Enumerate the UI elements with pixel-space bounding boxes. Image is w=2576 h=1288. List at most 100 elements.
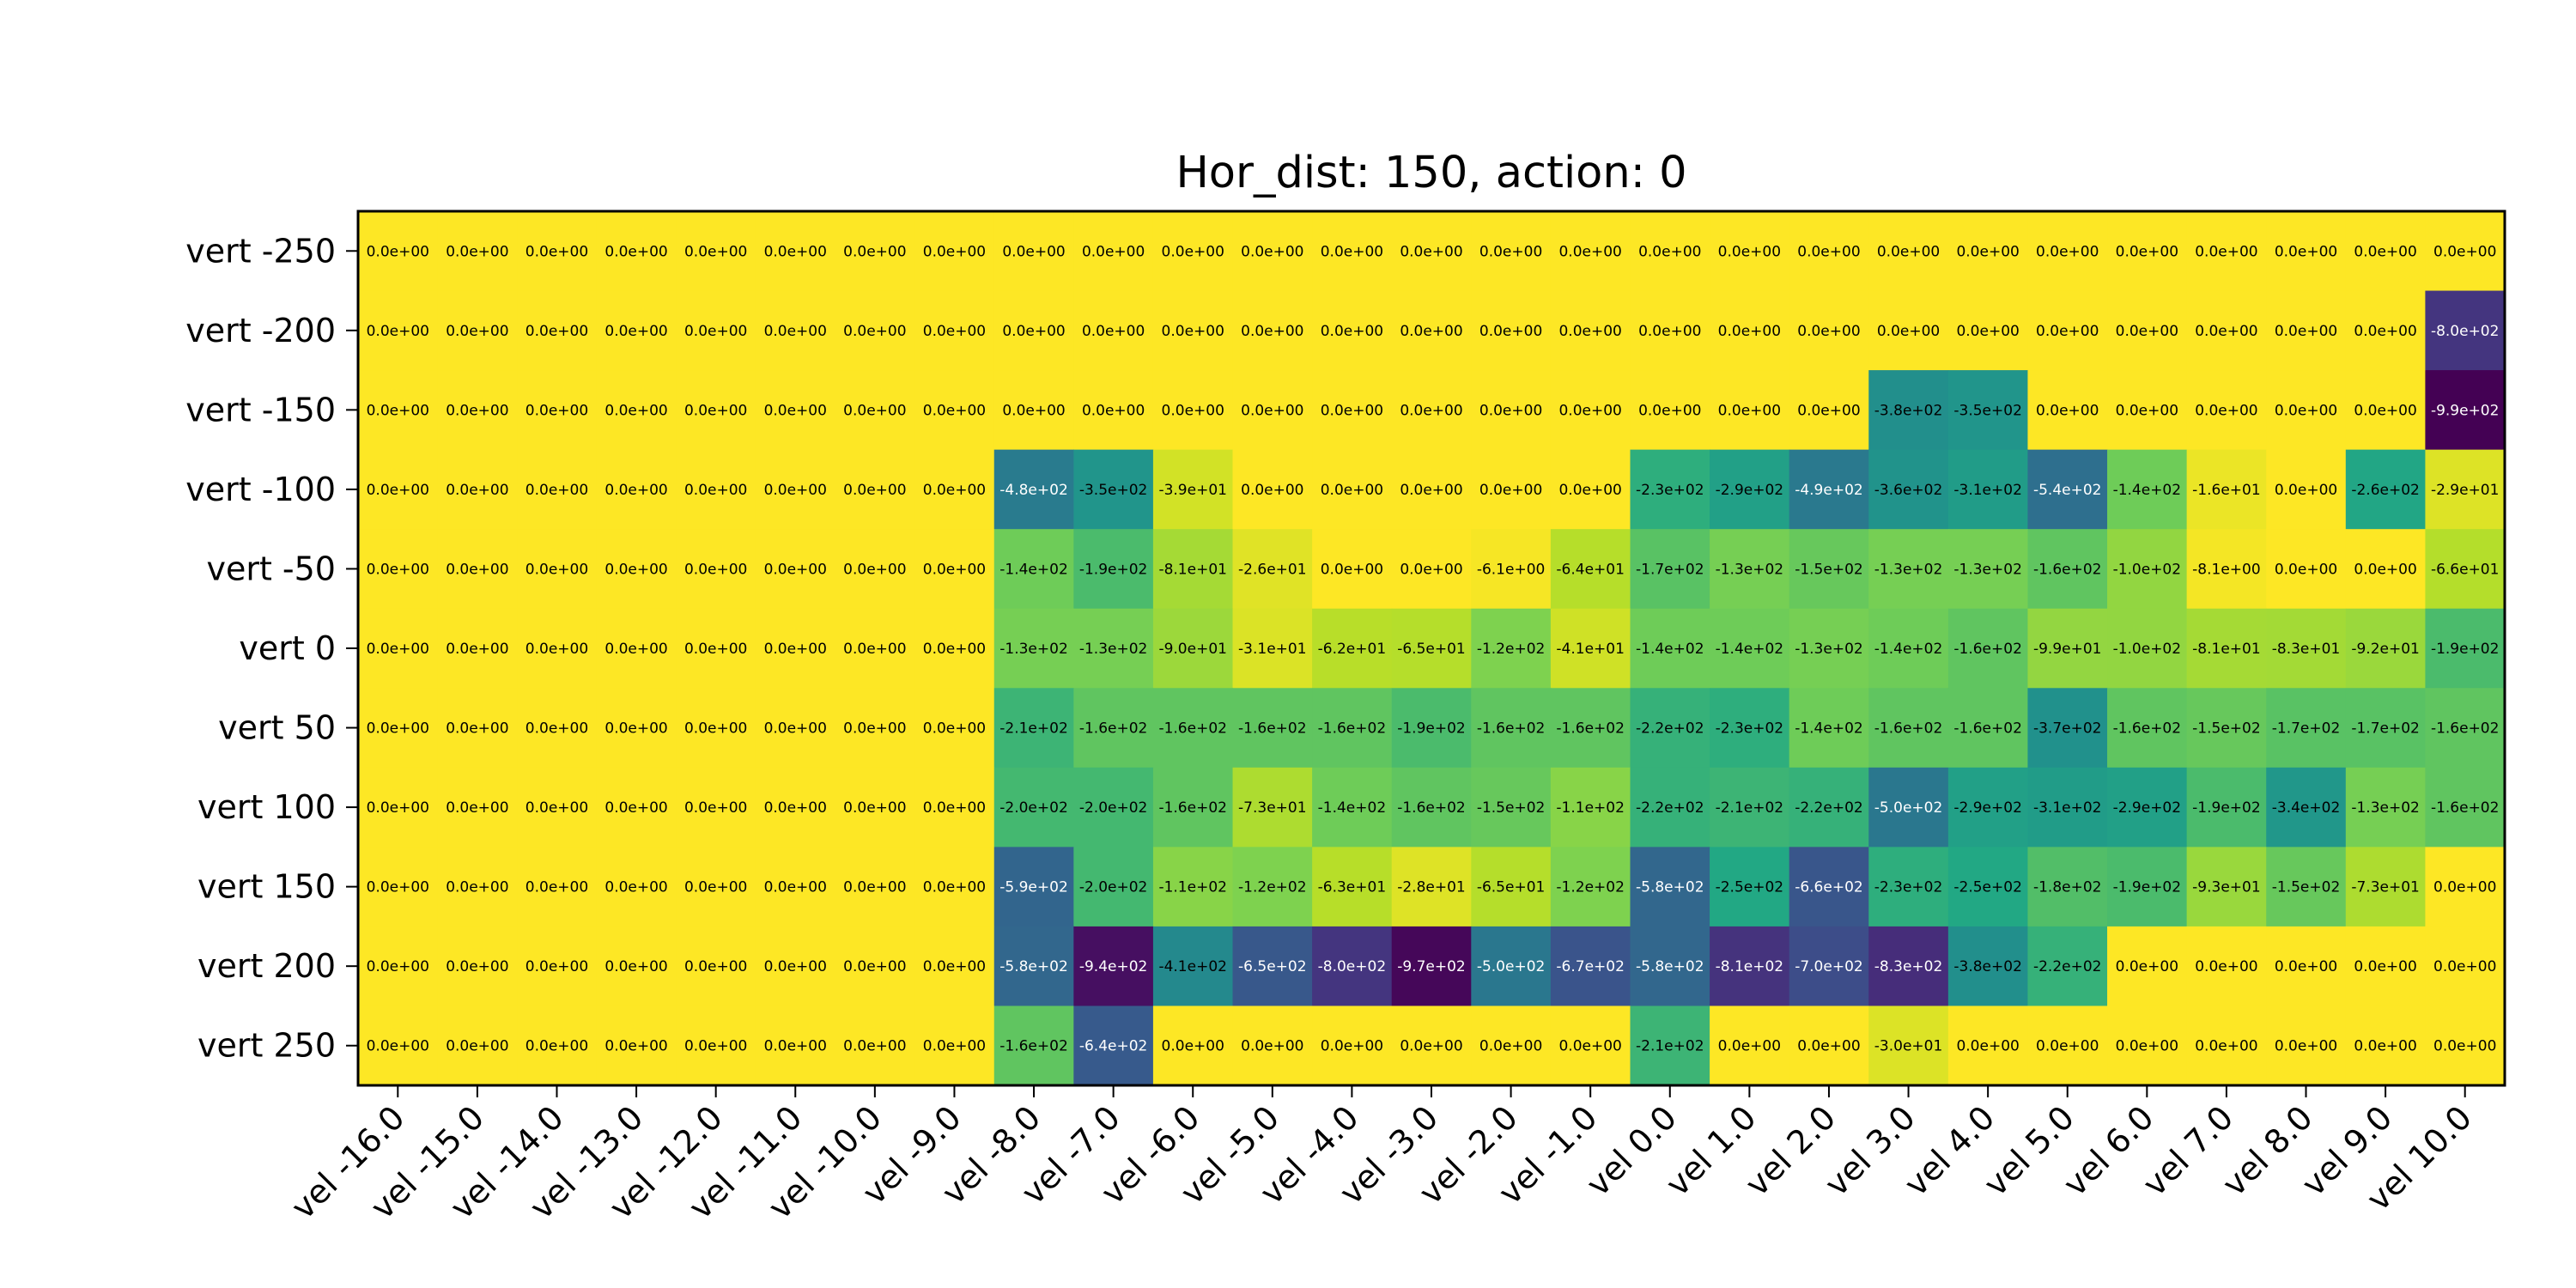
heatmap-cell: [755, 449, 836, 530]
cell-value-label: -3.7e+02: [2033, 720, 2102, 738]
cell-value-label: 0.0e+00: [684, 641, 747, 658]
heatmap-cell: [517, 1005, 598, 1086]
cell-value-label: -6.7e+02: [1556, 958, 1625, 975]
heatmap-cell: [517, 767, 598, 848]
cell-value-label: -1.5e+02: [2192, 720, 2261, 738]
cell-value-label: -2.8e+01: [1397, 879, 1466, 896]
cell-value-label: 0.0e+00: [526, 323, 588, 340]
cell-value-label: 0.0e+00: [764, 720, 827, 738]
cell-value-label: 0.0e+00: [2433, 958, 2496, 975]
heatmap-cell: [755, 926, 836, 1006]
heatmap-cell: [1471, 926, 1552, 1006]
cell-value-label: -2.2e+02: [1636, 799, 1704, 817]
heatmap-cell: [993, 211, 1074, 292]
cell-value-label: 0.0e+00: [1558, 243, 1621, 260]
heatmap-cell: [1868, 211, 1949, 292]
heatmap-cell: [1947, 847, 2028, 927]
cell-value-label: 0.0e+00: [843, 1038, 906, 1055]
cell-value-label: -1.2e+02: [1556, 879, 1625, 896]
x-tick-label: vel 1.0: [1658, 1098, 1763, 1203]
heatmap-cell: [1550, 688, 1631, 769]
heatmap-cell: [358, 529, 439, 610]
heatmap-cell: [1152, 608, 1234, 689]
cell-value-label: -4.9e+02: [1795, 482, 1863, 499]
cell-value-label: -6.6e+01: [2431, 561, 2500, 578]
heatmap-cell: [1947, 529, 2028, 610]
heatmap-cell: [993, 847, 1074, 927]
cell-value-label: -1.3e+02: [1716, 561, 1784, 578]
cell-value-label: 0.0e+00: [446, 958, 508, 975]
heatmap-cell: [2266, 529, 2347, 610]
heatmap-cell: [1550, 608, 1631, 689]
cell-value-label: 0.0e+00: [843, 482, 906, 499]
heatmap-cell: [358, 290, 439, 371]
cell-value-label: 0.0e+00: [923, 402, 986, 419]
cell-value-label: -3.1e+01: [1238, 641, 1307, 658]
heatmap-cell: [835, 370, 915, 451]
cell-value-label: 0.0e+00: [1321, 561, 1383, 578]
cell-value-label: 0.0e+00: [2275, 958, 2337, 975]
cell-value-label: 0.0e+00: [446, 641, 508, 658]
cell-value-label: 0.0e+00: [1479, 482, 1542, 499]
cell-value-label: 0.0e+00: [1797, 402, 1860, 419]
cell-value-label: 0.0e+00: [605, 323, 667, 340]
heatmap-cell: [517, 688, 598, 769]
cell-value-label: 0.0e+00: [446, 243, 508, 260]
heatmap-cell: [1232, 767, 1313, 848]
cell-value-label: -1.1e+02: [1556, 799, 1625, 817]
cell-value-label: 0.0e+00: [2195, 1038, 2257, 1055]
heatmap-cell: [1232, 847, 1313, 927]
heatmap-cell: [1073, 290, 1154, 371]
heatmap-cell: [2027, 767, 2108, 848]
cell-value-label: 0.0e+00: [1558, 1038, 1621, 1055]
heatmap-cell: [358, 370, 439, 451]
heatmap-cell: [835, 847, 915, 927]
cell-value-label: 0.0e+00: [843, 561, 906, 578]
heatmap-cell: [676, 608, 756, 689]
cell-value-label: -1.6e+02: [1874, 720, 1943, 738]
heatmap-cell: [437, 211, 518, 292]
cell-value-label: -6.5e+02: [1238, 958, 1307, 975]
cell-value-label: -4.1e+01: [1556, 641, 1625, 658]
heatmap-cell: [2027, 847, 2108, 927]
cell-value-label: 0.0e+00: [1479, 243, 1542, 260]
cell-value-label: 0.0e+00: [1479, 323, 1542, 340]
heatmap-cell: [993, 608, 1074, 689]
heatmap-cell: [1471, 608, 1552, 689]
heatmap-cell: [1789, 370, 1869, 451]
cell-value-label: 0.0e+00: [1479, 1038, 1542, 1055]
heatmap-cell: [437, 449, 518, 530]
heatmap-cell: [358, 688, 439, 769]
heatmap-cell: [914, 767, 995, 848]
cell-value-label: -1.6e+02: [2033, 561, 2102, 578]
cell-value-label: -1.6e+02: [1158, 799, 1227, 817]
cell-value-label: -1.9e+02: [1079, 561, 1148, 578]
heatmap-cell: [914, 608, 995, 689]
heatmap-cell: [2027, 1005, 2108, 1086]
cell-value-label: 0.0e+00: [367, 1038, 429, 1055]
cell-value-label: 0.0e+00: [2116, 402, 2178, 419]
heatmap-cell: [1391, 608, 1472, 689]
cell-value-label: 0.0e+00: [684, 323, 747, 340]
heatmap-cell: [993, 1005, 1074, 1086]
heatmap-cell: [1710, 449, 1790, 530]
y-tick-label: vert 50: [218, 709, 336, 747]
cell-value-label: 0.0e+00: [446, 323, 508, 340]
heatmap-cell: [1947, 211, 2028, 292]
heatmap-cell: [437, 1005, 518, 1086]
heatmap-cell: [596, 767, 677, 848]
cell-value-label: 0.0e+00: [1162, 402, 1224, 419]
cell-value-label: 0.0e+00: [1479, 402, 1542, 419]
cell-value-label: 0.0e+00: [605, 720, 667, 738]
cell-value-label: -8.1e+02: [1716, 958, 1784, 975]
cell-value-label: 0.0e+00: [1400, 323, 1462, 340]
y-tick-label: vert -250: [185, 232, 336, 270]
cell-value-label: -1.2e+02: [1477, 641, 1546, 658]
heatmap-cell: [1391, 290, 1472, 371]
heatmap-cell: [1312, 529, 1393, 610]
heatmap-cell: [1710, 767, 1790, 848]
cell-value-label: -1.6e+02: [1953, 720, 2022, 738]
heatmap-cell: [2345, 211, 2426, 292]
heatmap-cell: [1868, 926, 1949, 1006]
cell-value-label: 0.0e+00: [2354, 561, 2416, 578]
